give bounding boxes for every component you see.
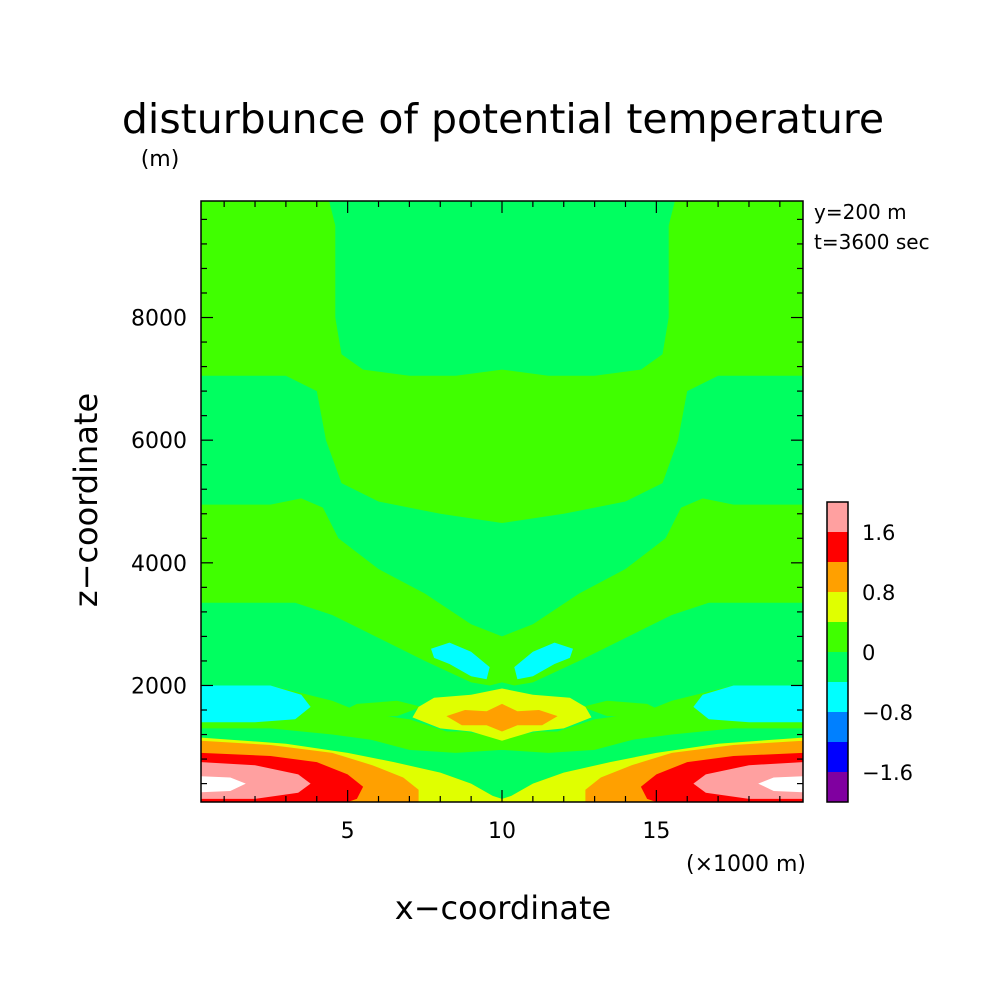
contour-region-3 [201, 602, 803, 747]
colorbar-swatch [827, 532, 848, 562]
y-axis-unit: (m) [141, 147, 180, 172]
colorbar-label: 1.6 [862, 521, 895, 545]
colorbar-swatch [827, 772, 848, 802]
axis-tick-labels: 5 10 15 2000 4000 6000 8000 [131, 307, 670, 844]
contour-region-2 [201, 375, 803, 637]
y-tick-label: 8000 [131, 307, 187, 332]
x-axis-label: x−coordinate [395, 889, 611, 927]
contour-region-4 [201, 728, 803, 799]
axis-ticks [201, 201, 803, 802]
contour-regions [201, 201, 803, 802]
x-tick-label: 15 [642, 819, 670, 844]
contour-region-1 [329, 201, 675, 376]
x-axis-unit: (×1000 m) [686, 852, 806, 877]
contour-region-8 [201, 685, 311, 723]
contour-region-6 [582, 700, 660, 718]
colorbar-label: 0 [862, 641, 875, 665]
chart-title: disturbunce of potential temperature [122, 95, 884, 143]
colorbar-swatch [827, 562, 848, 592]
colorbar-swatch [827, 592, 848, 622]
contour-region-14 [446, 703, 558, 732]
colorbar-swatch [827, 622, 848, 652]
contour-region-9 [693, 685, 803, 723]
colorbar-swatch [827, 682, 848, 712]
colorbar-label: −0.8 [862, 701, 913, 725]
contour-region-22 [758, 776, 803, 793]
colorbar-swatch [827, 502, 848, 532]
colorbar-swatch [827, 712, 848, 742]
contour-region-21 [201, 776, 246, 793]
y-tick-label: 2000 [131, 674, 187, 699]
colorbar-label: 0.8 [862, 581, 895, 605]
y-axis-label: z−coordinate [67, 393, 105, 607]
colorbar-swatch [827, 742, 848, 772]
colorbar: 1.6 0.8 0 −0.8 −1.6 [826, 501, 913, 803]
contour-region-5 [344, 700, 422, 718]
contour-region-10 [431, 642, 490, 680]
annotation-y-position: y=200 m [814, 200, 907, 224]
colorbar-label: −1.6 [862, 761, 913, 785]
x-tick-label: 10 [488, 819, 516, 844]
contour-region-11 [514, 642, 573, 680]
x-tick-label: 5 [341, 819, 355, 844]
colorbar-swatch [827, 652, 848, 682]
colorbar-frame [826, 501, 849, 803]
annotation-time: t=3600 sec [814, 230, 930, 254]
contour-region-7 [363, 731, 641, 753]
y-tick-label: 6000 [131, 429, 187, 454]
y-tick-label: 4000 [131, 552, 187, 577]
